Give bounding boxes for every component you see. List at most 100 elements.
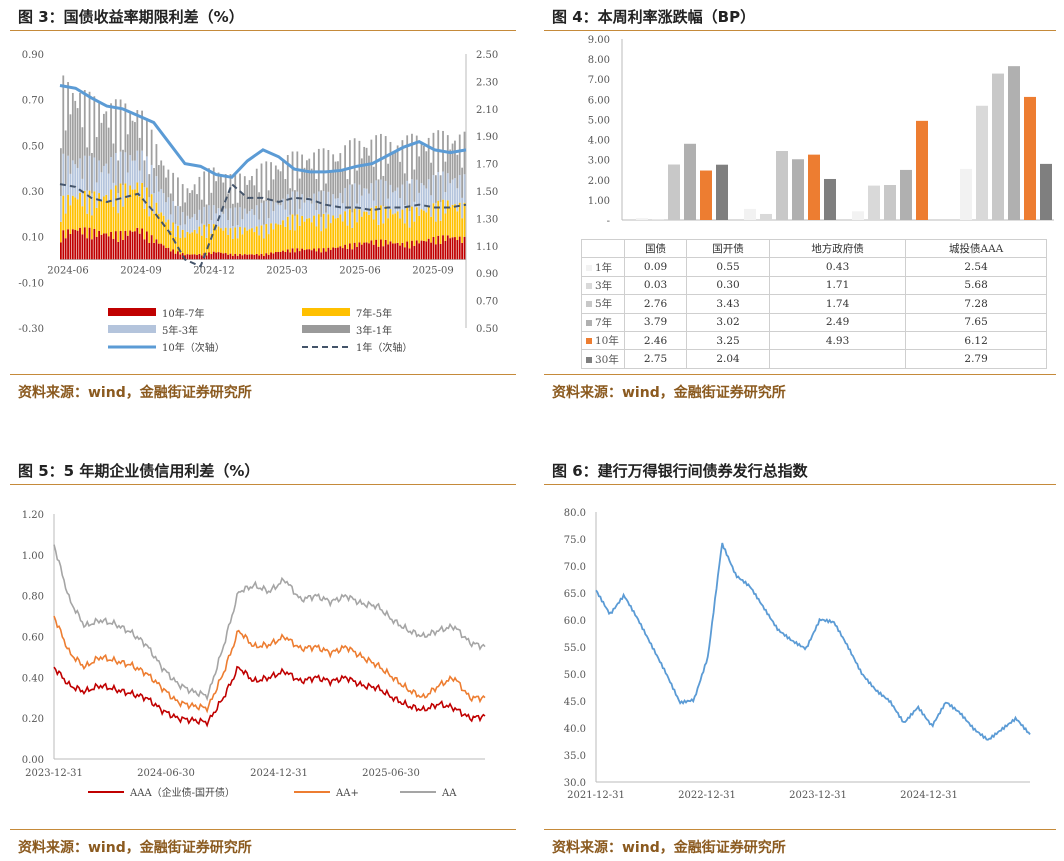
fig4-table-swatch <box>586 301 592 308</box>
fig3-bar-spread_5_3 <box>348 184 351 210</box>
fig4-source-rule <box>544 374 1056 375</box>
fig3-bar-spread_5_3 <box>267 218 270 235</box>
fig3-bar-spread_10_7 <box>227 254 229 260</box>
fig3-bar-spread_7_5 <box>188 233 191 255</box>
fig3-bar-spread_10_7 <box>305 249 308 260</box>
fig6-source-rule <box>544 829 1056 830</box>
fig4-bar <box>1024 96 1036 220</box>
fig3-bar-spread_3_1 <box>174 205 177 224</box>
fig3-bar-spread_10_7 <box>88 227 91 260</box>
fig3-bar-spread_5_3 <box>358 184 361 210</box>
fig3-bar-spread_3_1 <box>117 160 120 194</box>
fig4-bar <box>636 218 648 220</box>
fig4-table-row: 7年 3.79 3.02 2.49 7.65 <box>581 312 1047 332</box>
fig3-bar-spread_3_1 <box>348 140 351 185</box>
fig3-bar-spread_10_7 <box>102 233 105 260</box>
fig4-table-swatch <box>586 319 592 326</box>
fig3-bar-spread_7_5 <box>246 230 249 255</box>
fig3-bar-spread_5_3 <box>461 197 464 219</box>
fig3-bar-spread_10_7 <box>408 248 411 260</box>
fig3-bar-spread_5_3 <box>181 212 184 230</box>
fig3-bar-spread_10_7 <box>325 251 327 260</box>
fig4-table-corner <box>581 238 625 259</box>
fig3-bar-spread_3_1 <box>301 154 303 195</box>
fig3-bar-spread_7_5 <box>162 215 165 246</box>
fig3-bar-spread_10_7 <box>155 239 158 260</box>
fig3-bar-spread_3_1 <box>220 176 222 211</box>
fig3-bar-spread_10_7 <box>303 250 306 260</box>
fig3-bar-spread_5_3 <box>289 214 292 231</box>
fig3-bar-spread_10_7 <box>298 251 301 260</box>
fig3-bar-spread_3_1 <box>179 206 182 226</box>
fig3-bar-spread_7_5 <box>265 224 268 254</box>
fig3-bar-spread_5_3 <box>382 206 385 224</box>
fig3-bar-spread_5_3 <box>270 201 272 224</box>
fig3-bar-spread_10_7 <box>157 243 160 260</box>
fig3-bar-spread_7_5 <box>339 214 342 247</box>
fig5-y-tick: 0.60 <box>22 633 44 644</box>
fig3-bar-spread_7_5 <box>210 233 213 255</box>
fig3-bar-spread_3_1 <box>334 161 337 199</box>
fig3-bar-spread_7_5 <box>322 213 325 249</box>
fig3-yright-tick: 2.10 <box>476 105 498 116</box>
fig4-table-cell: 2.75 <box>623 349 688 369</box>
fig6-x-tick: 2024-12-31 <box>900 790 958 801</box>
fig4-table-cell: 0.55 <box>686 257 770 277</box>
fig3-bar-spread_7_5 <box>356 222 358 247</box>
fig3-bar-spread_5_3 <box>98 160 100 194</box>
fig4-table-cell: 2.04 <box>686 349 770 369</box>
fig3-bar-spread_5_3 <box>444 192 447 214</box>
fig3-bar-spread_10_7 <box>69 233 72 260</box>
fig3-bar-spread_5_3 <box>246 213 249 231</box>
fig3-bar-spread_10_7 <box>442 235 444 260</box>
fig3-bar-spread_5_3 <box>439 202 442 221</box>
fig3-bar-spread_7_5 <box>91 215 93 240</box>
fig3-bar-spread_5_3 <box>74 164 77 198</box>
fig3-bar-spread_5_3 <box>91 193 93 216</box>
fig3-bar-spread_10_7 <box>346 248 349 260</box>
fig4-bar <box>916 120 928 220</box>
fig3-bar-spread_5_3 <box>339 192 342 215</box>
fig3-x-tick: 2025-09 <box>412 266 454 277</box>
fig5-title-rule <box>10 484 516 485</box>
fig3-bar-spread_7_5 <box>456 211 459 241</box>
fig3-yleft-tick: 0.70 <box>22 96 44 107</box>
fig3-bar-spread_3_1 <box>255 168 258 206</box>
fig3-bar-spread_10_7 <box>148 242 151 260</box>
fig4-y-tick: 6.00 <box>588 95 610 106</box>
fig3-bar-spread_3_1 <box>141 110 143 151</box>
fig3-bar-spread_7_5 <box>107 201 110 237</box>
fig4-table-cell: 3.79 <box>623 312 688 332</box>
fig3-bar-spread_3_1 <box>363 146 366 189</box>
fig3-bar-spread_3_1 <box>449 149 452 184</box>
fig3-bar-spread_10_7 <box>196 255 198 260</box>
fig3-bar-spread_10_7 <box>126 235 129 260</box>
fig3-title: 图 3：国债收益率期限利差（%） <box>18 8 244 26</box>
fig3-bar-spread_5_3 <box>325 212 327 229</box>
fig3-yleft-tick: -0.30 <box>18 324 44 335</box>
fig3-bar-spread_7_5 <box>296 214 299 249</box>
fig3-bar-spread_10_7 <box>279 251 282 260</box>
fig3-bar-spread_7_5 <box>425 212 428 242</box>
fig3-bar-spread_10_7 <box>167 247 170 260</box>
fig3-bar-spread_7_5 <box>172 222 175 250</box>
fig3-bar-spread_10_7 <box>208 252 210 260</box>
fig3-bar-spread_5_3 <box>169 214 172 231</box>
fig3-bar-spread_7_5 <box>346 225 349 249</box>
fig3-bar-spread_10_7 <box>337 247 339 260</box>
fig3-bar-spread_7_5 <box>377 224 380 247</box>
fig3-bar-spread_3_1 <box>365 147 368 189</box>
fig3-bar-spread_10_7 <box>423 240 425 260</box>
fig3-bar-spread_10_7 <box>193 254 196 260</box>
fig3-bar-spread_5_3 <box>62 153 65 196</box>
fig3-bar-spread_5_3 <box>332 194 335 216</box>
fig3-bar-spread_5_3 <box>76 167 79 200</box>
fig3-bar-spread_7_5 <box>313 215 315 249</box>
fig3-bar-spread_3_1 <box>81 127 84 179</box>
fig3-bar-spread_5_3 <box>102 165 105 197</box>
fig3-bar-spread_10_7 <box>150 235 153 260</box>
fig5-y-tick: 1.20 <box>22 510 44 521</box>
fig3-bar-spread_5_3 <box>143 187 146 209</box>
fig3-line-10y <box>59 84 467 179</box>
fig3-bar-spread_10_7 <box>315 251 318 260</box>
